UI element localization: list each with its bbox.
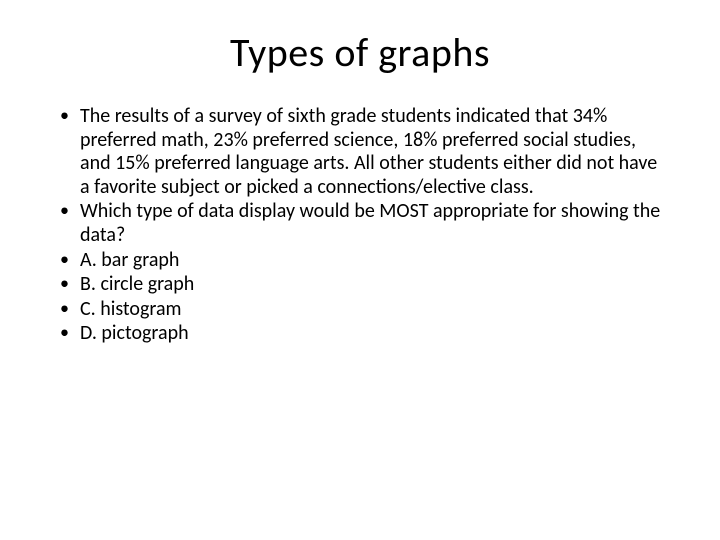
list-item: Which type of data display would be MOST… [58, 200, 670, 247]
list-item: B. circle graph [58, 273, 670, 297]
list-item: A. bar graph [58, 249, 670, 273]
list-item: D. pictograph [58, 322, 670, 346]
slide: Types of graphs The results of a survey … [0, 0, 720, 540]
slide-title: Types of graphs [42, 28, 678, 77]
slide-content: The results of a survey of sixth grade s… [42, 105, 678, 346]
list-item: The results of a survey of sixth grade s… [58, 105, 670, 199]
bullet-list: The results of a survey of sixth grade s… [58, 105, 670, 346]
list-item: C. histogram [58, 298, 670, 322]
